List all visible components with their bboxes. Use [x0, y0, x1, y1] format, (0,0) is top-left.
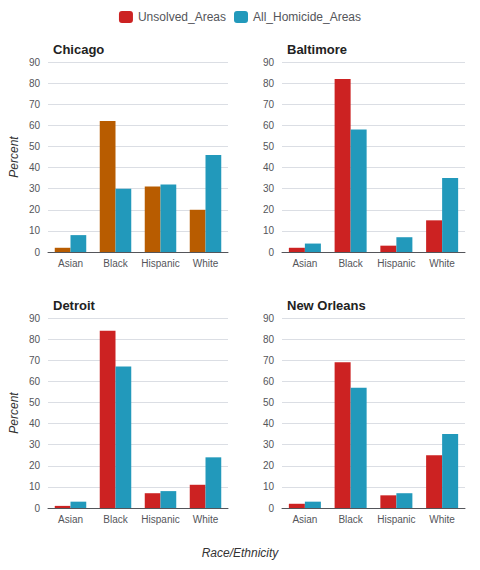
- svg-text:Black: Black: [338, 514, 363, 525]
- svg-text:Chicago: Chicago: [53, 42, 104, 57]
- svg-text:80: 80: [263, 78, 275, 89]
- svg-text:30: 30: [29, 183, 41, 194]
- svg-text:Asian: Asian: [292, 514, 317, 525]
- svg-text:60: 60: [29, 120, 41, 131]
- svg-text:20: 20: [263, 204, 275, 215]
- svg-text:Asian: Asian: [58, 258, 83, 269]
- svg-text:10: 10: [263, 481, 275, 492]
- svg-text:0: 0: [268, 503, 274, 514]
- svg-text:60: 60: [263, 120, 275, 131]
- svg-text:Baltimore: Baltimore: [287, 42, 347, 57]
- svg-text:10: 10: [29, 481, 41, 492]
- svg-text:60: 60: [263, 376, 275, 387]
- svg-text:Black: Black: [338, 258, 363, 269]
- svg-text:10: 10: [263, 225, 275, 236]
- svg-text:40: 40: [29, 418, 41, 429]
- svg-text:Race/Ethnicity: Race/Ethnicity: [202, 546, 280, 560]
- svg-text:Black: Black: [103, 514, 128, 525]
- svg-text:Hispanic: Hispanic: [141, 258, 179, 269]
- svg-text:Hispanic: Hispanic: [377, 514, 415, 525]
- svg-text:Percent: Percent: [7, 136, 21, 178]
- svg-text:80: 80: [29, 78, 41, 89]
- svg-text:White: White: [429, 258, 455, 269]
- svg-text:0: 0: [268, 247, 274, 258]
- svg-text:30: 30: [263, 183, 275, 194]
- svg-text:Unsolved_Areas: Unsolved_Areas: [138, 10, 226, 24]
- svg-text:90: 90: [29, 57, 41, 68]
- svg-text:0: 0: [34, 247, 40, 258]
- svg-text:50: 50: [29, 397, 41, 408]
- svg-text:30: 30: [263, 439, 275, 450]
- svg-text:50: 50: [263, 141, 275, 152]
- svg-text:40: 40: [29, 162, 41, 173]
- svg-text:90: 90: [29, 313, 41, 324]
- svg-text:80: 80: [29, 334, 41, 345]
- svg-text:50: 50: [263, 397, 275, 408]
- svg-text:Detroit: Detroit: [53, 298, 96, 313]
- svg-text:90: 90: [263, 313, 275, 324]
- svg-text:New Orleans: New Orleans: [287, 298, 366, 313]
- svg-text:10: 10: [29, 225, 41, 236]
- svg-text:50: 50: [29, 141, 41, 152]
- svg-text:Asian: Asian: [58, 514, 83, 525]
- svg-text:60: 60: [29, 376, 41, 387]
- svg-text:70: 70: [29, 99, 41, 110]
- svg-text:40: 40: [263, 418, 275, 429]
- svg-text:90: 90: [263, 57, 275, 68]
- svg-text:0: 0: [34, 503, 40, 514]
- svg-text:Hispanic: Hispanic: [141, 514, 179, 525]
- svg-text:20: 20: [29, 460, 41, 471]
- svg-text:Percent: Percent: [7, 392, 21, 434]
- svg-text:White: White: [429, 514, 455, 525]
- svg-text:80: 80: [263, 334, 275, 345]
- svg-text:Asian: Asian: [292, 258, 317, 269]
- svg-text:All_Homicide_Areas: All_Homicide_Areas: [253, 10, 361, 24]
- svg-text:White: White: [193, 514, 219, 525]
- svg-text:White: White: [193, 258, 219, 269]
- svg-text:30: 30: [29, 439, 41, 450]
- svg-text:70: 70: [263, 99, 275, 110]
- svg-text:Hispanic: Hispanic: [377, 258, 415, 269]
- svg-text:20: 20: [29, 204, 41, 215]
- svg-text:20: 20: [263, 460, 275, 471]
- svg-text:Black: Black: [103, 258, 128, 269]
- svg-text:40: 40: [263, 162, 275, 173]
- svg-text:70: 70: [263, 355, 275, 366]
- svg-text:70: 70: [29, 355, 41, 366]
